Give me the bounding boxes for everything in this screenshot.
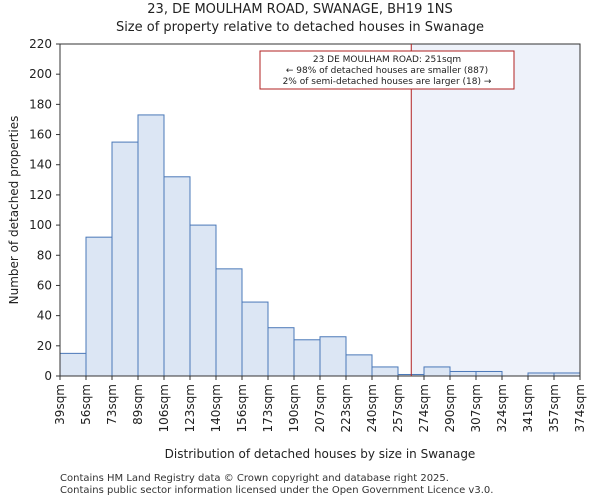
annotation-line-2: ← 98% of detached houses are smaller (88… [286, 66, 488, 76]
footer-line-2: Contains public sector information licen… [60, 485, 494, 496]
bar-290sqm [449, 370, 477, 377]
y-tick-label: 0 [44, 369, 52, 383]
chart-subtitle: Size of property relative to detached ho… [115, 20, 485, 35]
bar-307sqm [475, 370, 503, 377]
x-tick-label: 324sqm [495, 384, 509, 432]
bar-89sqm [137, 114, 165, 377]
x-tick-label: 140sqm [209, 384, 223, 432]
bar-123sqm [189, 224, 217, 377]
x-tick-label: 89sqm [131, 384, 145, 425]
x-tick-label: 156sqm [235, 384, 249, 432]
bar-240sqm [371, 366, 399, 377]
bar-39sqm [59, 352, 87, 377]
x-tick-label: 357sqm [547, 384, 561, 432]
annotation-box [259, 50, 515, 90]
bar-173sqm [267, 327, 295, 377]
chart-title: 23, DE MOULHAM ROAD, SWANAGE, BH19 1NS [147, 2, 453, 17]
x-tick-label: 290sqm [443, 384, 457, 432]
footer-line-1: Contains HM Land Registry data © Crown c… [60, 473, 449, 484]
x-tick-label: 39sqm [53, 384, 67, 425]
x-tick-label: 123sqm [183, 384, 197, 432]
bar-223sqm [345, 354, 373, 377]
x-tick-label: 240sqm [365, 384, 379, 432]
bar-190sqm [293, 339, 321, 377]
bar-73sqm [111, 141, 139, 377]
y-tick-label: 40 [37, 309, 52, 323]
annotation-line-3: 2% of semi-detached houses are larger (1… [283, 77, 492, 87]
bar-56sqm [85, 236, 113, 377]
y-axis-label: Number of detached properties [7, 116, 21, 305]
x-tick-label: 257sqm [391, 384, 405, 432]
y-tick-label: 140 [29, 158, 52, 172]
y-tick-label: 60 [37, 278, 52, 292]
y-tick-label: 200 [29, 67, 52, 81]
x-tick-label: 190sqm [287, 384, 301, 432]
x-axis-label: Distribution of detached houses by size … [165, 447, 476, 461]
y-tick-label: 20 [37, 339, 52, 353]
bar-207sqm [319, 336, 347, 377]
x-tick-label: 307sqm [469, 384, 483, 432]
bar-156sqm [241, 301, 269, 377]
x-tick-label: 73sqm [105, 384, 119, 425]
x-tick-label: 223sqm [339, 384, 353, 432]
y-tick-label: 120 [29, 188, 52, 202]
annotation-line-1: 23 DE MOULHAM ROAD: 251sqm [313, 55, 461, 65]
y-tick-label: 180 [29, 97, 52, 111]
bar-274sqm [423, 366, 451, 377]
x-tick-label: 274sqm [417, 384, 431, 432]
highlight-region [411, 44, 580, 376]
x-tick-label: 56sqm [79, 384, 93, 425]
x-tick-label: 207sqm [313, 384, 327, 432]
x-tick-label: 374sqm [573, 384, 587, 432]
bar-140sqm [215, 268, 243, 377]
x-tick-label: 173sqm [261, 384, 275, 432]
y-tick-label: 80 [37, 248, 52, 262]
x-tick-label: 106sqm [157, 384, 171, 432]
y-tick-label: 220 [29, 37, 52, 51]
bar-106sqm [163, 176, 191, 377]
y-tick-label: 160 [29, 128, 52, 142]
y-tick-label: 100 [29, 218, 52, 232]
x-tick-label: 341sqm [521, 384, 535, 432]
